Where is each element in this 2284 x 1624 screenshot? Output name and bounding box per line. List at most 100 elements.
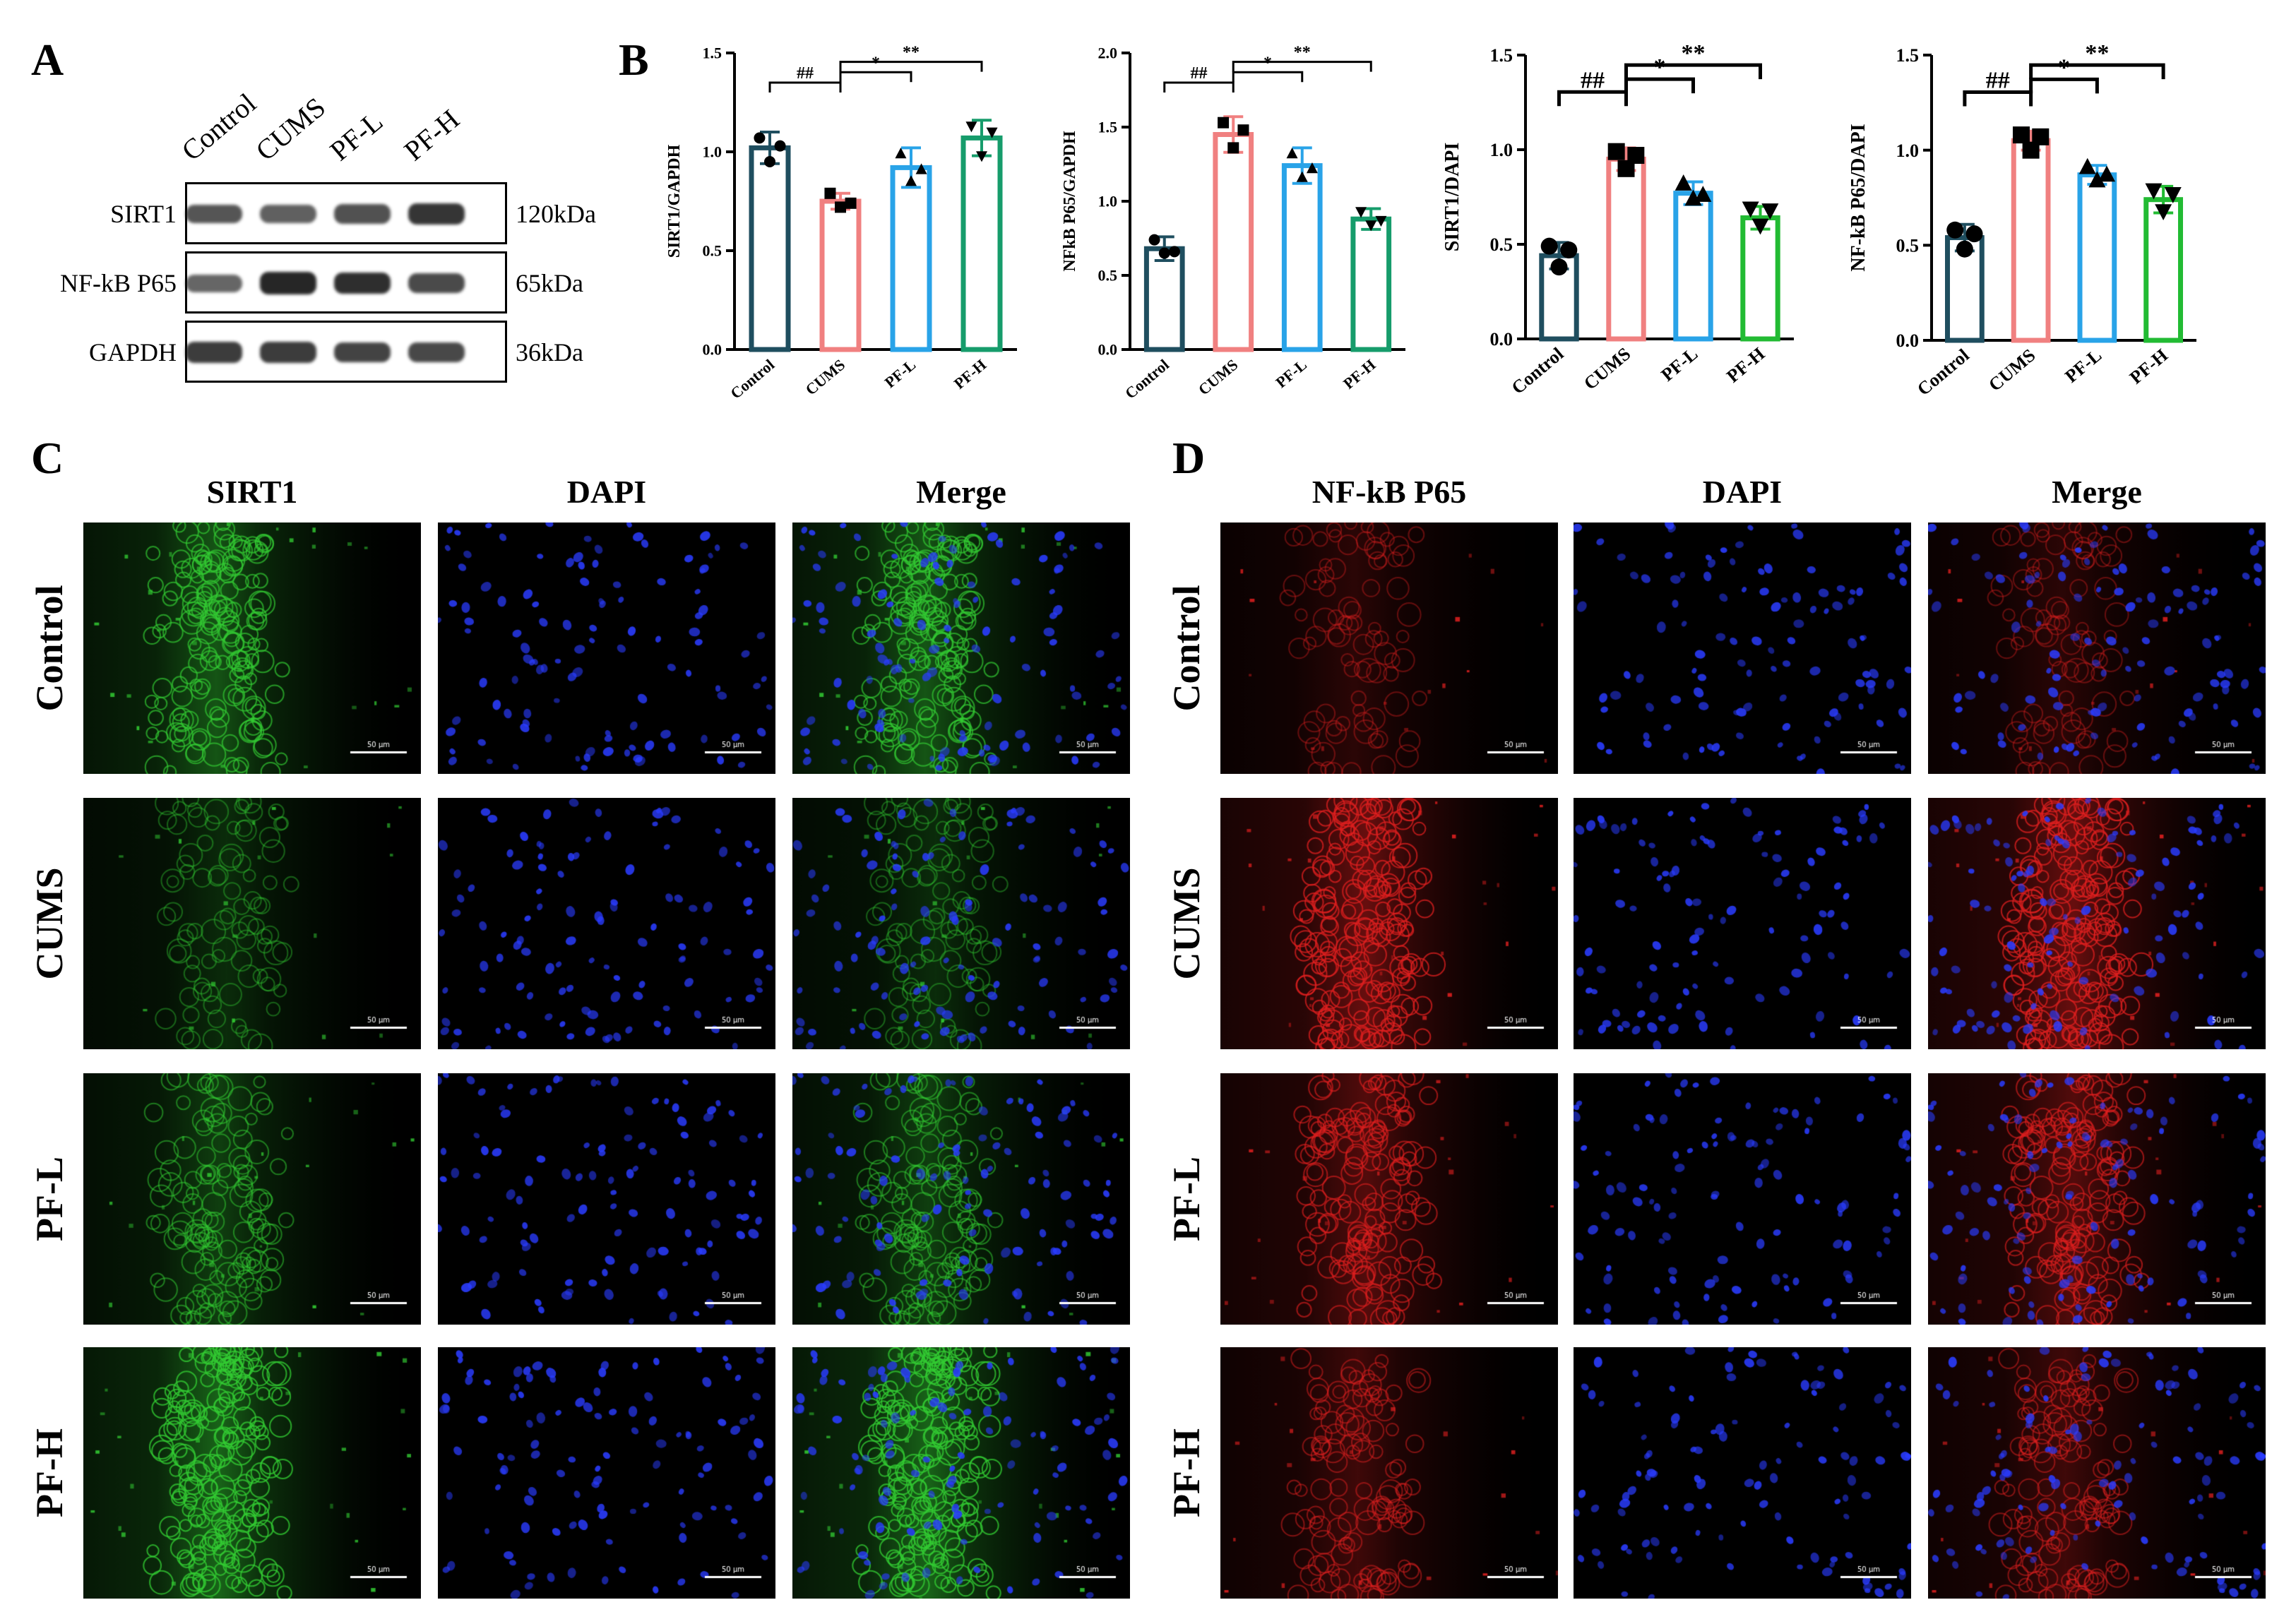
significance-label: ** — [2085, 40, 2109, 66]
data-point — [1607, 143, 1625, 160]
nfkb-micrograph-pf-h-dapi — [1574, 1347, 1911, 1599]
significance-bracket — [839, 61, 983, 72]
micrograph-image — [1928, 1073, 2266, 1325]
significance-label: ## — [1191, 64, 1208, 83]
data-point — [1956, 240, 1973, 258]
nfkb-micrograph-pf-h-merge — [1928, 1347, 2266, 1599]
nfkb-row-label-pf-l: PF-L — [1165, 1157, 1208, 1241]
data-point — [965, 121, 977, 133]
nfkb-micrograph-pf-h-signal — [1220, 1347, 1558, 1599]
data-point — [986, 127, 998, 138]
data-point — [1742, 201, 1759, 218]
micrograph-image — [1220, 523, 1558, 774]
data-point — [774, 140, 786, 152]
micrograph-image — [83, 798, 421, 1049]
blot-strip-nf-kb-p65 — [185, 251, 507, 314]
significance-bracket — [768, 81, 842, 92]
bar-pf-l — [2077, 172, 2117, 343]
sirt1-micrograph-cums-signal — [83, 798, 421, 1049]
blot-band — [260, 272, 316, 294]
blot-size-label: 65kDa — [516, 269, 583, 297]
micrograph-image — [1220, 798, 1558, 1049]
blot-band — [260, 342, 316, 363]
y-tick-label: 0.0 — [1098, 341, 1118, 359]
data-point — [2155, 204, 2172, 221]
blot-band — [334, 204, 391, 224]
y-tick-label: 1.5 — [1896, 45, 1920, 66]
x-tick-label-pf-h: PF-H — [2126, 345, 2172, 388]
data-point — [1286, 148, 1298, 159]
data-point — [1560, 241, 1578, 259]
x-tick-label-pf-l: PF-L — [2061, 345, 2105, 386]
x-tick-label-control: Control — [1913, 345, 1973, 400]
sirt1-micrograph-pf-h-dapi — [438, 1347, 775, 1599]
blot-size-label: 36kDa — [516, 338, 583, 366]
data-point — [2012, 126, 2030, 144]
sirt1-micrograph-control-merge — [792, 523, 1130, 774]
micrograph-image — [1574, 523, 1911, 774]
micrograph-image — [792, 798, 1130, 1049]
nfkb-column-header: NF-kB P65 — [1311, 474, 1467, 510]
sirt1-micrograph-pf-l-dapi — [438, 1073, 775, 1325]
sirt1-micrograph-cums-merge — [792, 798, 1130, 1049]
significance-bracket — [1557, 90, 1628, 107]
sirt1-column-header: DAPI — [566, 474, 647, 510]
y-tick-label: 1.5 — [1490, 45, 1513, 66]
significance-label: * — [872, 54, 880, 72]
bar-cums — [2011, 138, 2051, 343]
y-tick-label: 2.0 — [1098, 44, 1118, 62]
panel-c-letter: C — [31, 433, 64, 483]
blot-band — [408, 342, 465, 363]
data-point — [1694, 186, 1712, 202]
data-point — [1540, 237, 1558, 255]
micrograph-image — [1928, 798, 2266, 1049]
data-point — [754, 132, 766, 144]
sirt1-row-label-cums: CUMS — [28, 867, 71, 980]
blot-size-label: 120kDa — [516, 200, 596, 228]
micrograph-image — [792, 1347, 1130, 1599]
blot-band — [186, 204, 242, 224]
y-axis-label: SIRT1/GAPDH — [665, 144, 684, 258]
y-tick-label: 1.0 — [1098, 193, 1118, 210]
y-tick-label: 1.5 — [703, 44, 722, 62]
data-point — [1375, 215, 1387, 227]
sirt1-micrograph-cums-dapi — [438, 798, 775, 1049]
micrograph-image — [1574, 798, 1911, 1049]
micrograph-image — [438, 1073, 775, 1325]
sirt1-row-label-pf-h: PF-H — [28, 1428, 71, 1517]
micrograph-image — [1928, 523, 2266, 774]
nfkb-row-label-pf-h: PF-H — [1165, 1428, 1208, 1517]
data-point — [905, 175, 917, 186]
micrograph-image — [83, 523, 421, 774]
data-point — [1675, 174, 1692, 191]
y-tick-label: 1.0 — [1896, 141, 1920, 161]
micrograph-image — [1220, 1347, 1558, 1599]
y-tick-label: 0.5 — [703, 242, 722, 260]
significance-bracket — [2029, 77, 2099, 94]
significance-label: ** — [1294, 44, 1311, 62]
panel-d-letter: D — [1172, 433, 1206, 483]
sirt1-micrograph-pf-h-signal — [83, 1347, 421, 1599]
data-point — [2145, 183, 2163, 200]
significance-bracket — [1624, 63, 1762, 80]
significance-bracket — [839, 71, 912, 83]
micrograph-image — [792, 1073, 1130, 1325]
micrograph-image — [438, 523, 775, 774]
sirt1-micrograph-control-signal — [83, 523, 421, 774]
data-point — [1227, 142, 1239, 154]
nfkb-micrograph-pf-l-signal — [1220, 1073, 1558, 1325]
blot-band — [408, 203, 465, 225]
data-point — [1168, 246, 1180, 258]
blot-band — [408, 273, 465, 293]
data-point — [1148, 234, 1160, 246]
significance-label: ## — [1986, 68, 2010, 94]
blot-band — [186, 274, 242, 292]
data-point — [1218, 117, 1230, 129]
nfkb-micrograph-control-merge — [1928, 523, 2266, 774]
nfkb-row-label-cums: CUMS — [1165, 867, 1208, 980]
data-point — [764, 156, 775, 167]
panel-a-letter: A — [31, 35, 64, 85]
y-tick-label: 0.0 — [703, 341, 722, 359]
